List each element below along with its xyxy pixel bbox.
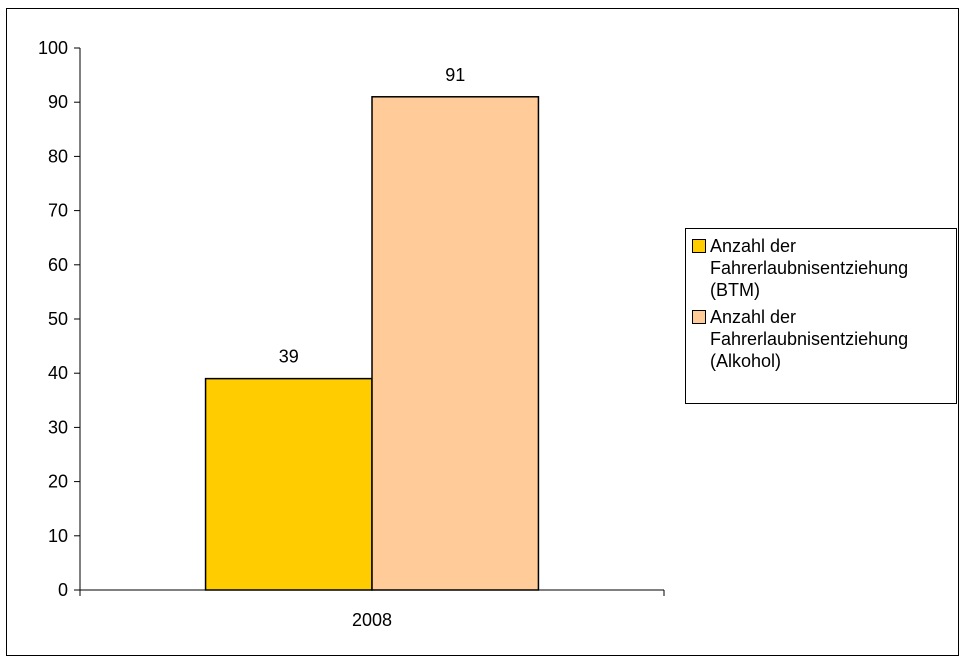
y-tick-label: 90	[48, 92, 68, 112]
chart-bars	[204, 96, 540, 591]
bar-alkohol	[371, 96, 540, 591]
data-label: 39	[279, 347, 299, 367]
legend-item-alkohol: Anzahl der Fahrerlaubnisentziehung (Alko…	[692, 306, 956, 372]
chart-labels: 39 91	[279, 65, 465, 367]
y-tick-label: 80	[48, 146, 68, 166]
y-tick-label: 0	[58, 580, 68, 600]
y-tick-label: 10	[48, 526, 68, 546]
y-tick-label: 70	[48, 201, 68, 221]
data-label: 91	[445, 65, 465, 85]
legend-item-btm: Anzahl der Fahrerlaubnisentziehung (BTM)	[692, 235, 956, 301]
y-tick-label: 20	[48, 472, 68, 492]
legend-swatch-btm	[692, 239, 706, 253]
chart-legend: Anzahl der Fahrerlaubnisentziehung (BTM)…	[685, 228, 957, 404]
y-tick-label: 50	[48, 309, 68, 329]
x-tick-label: 2008	[352, 610, 392, 630]
y-tick-label: 40	[48, 363, 68, 383]
bar-btm	[204, 377, 373, 591]
chart-axes: 0 10 20 30 40 50 60 70 80 90 100 2008	[38, 38, 665, 630]
y-tick-label: 100	[38, 38, 68, 58]
y-tick-label: 60	[48, 255, 68, 275]
y-tick-label: 30	[48, 417, 68, 437]
legend-label-btm: Anzahl der Fahrerlaubnisentziehung (BTM)	[710, 236, 909, 300]
legend-label-alkohol: Anzahl der Fahrerlaubnisentziehung (Alko…	[710, 307, 909, 371]
legend-swatch-alkohol	[692, 310, 706, 324]
